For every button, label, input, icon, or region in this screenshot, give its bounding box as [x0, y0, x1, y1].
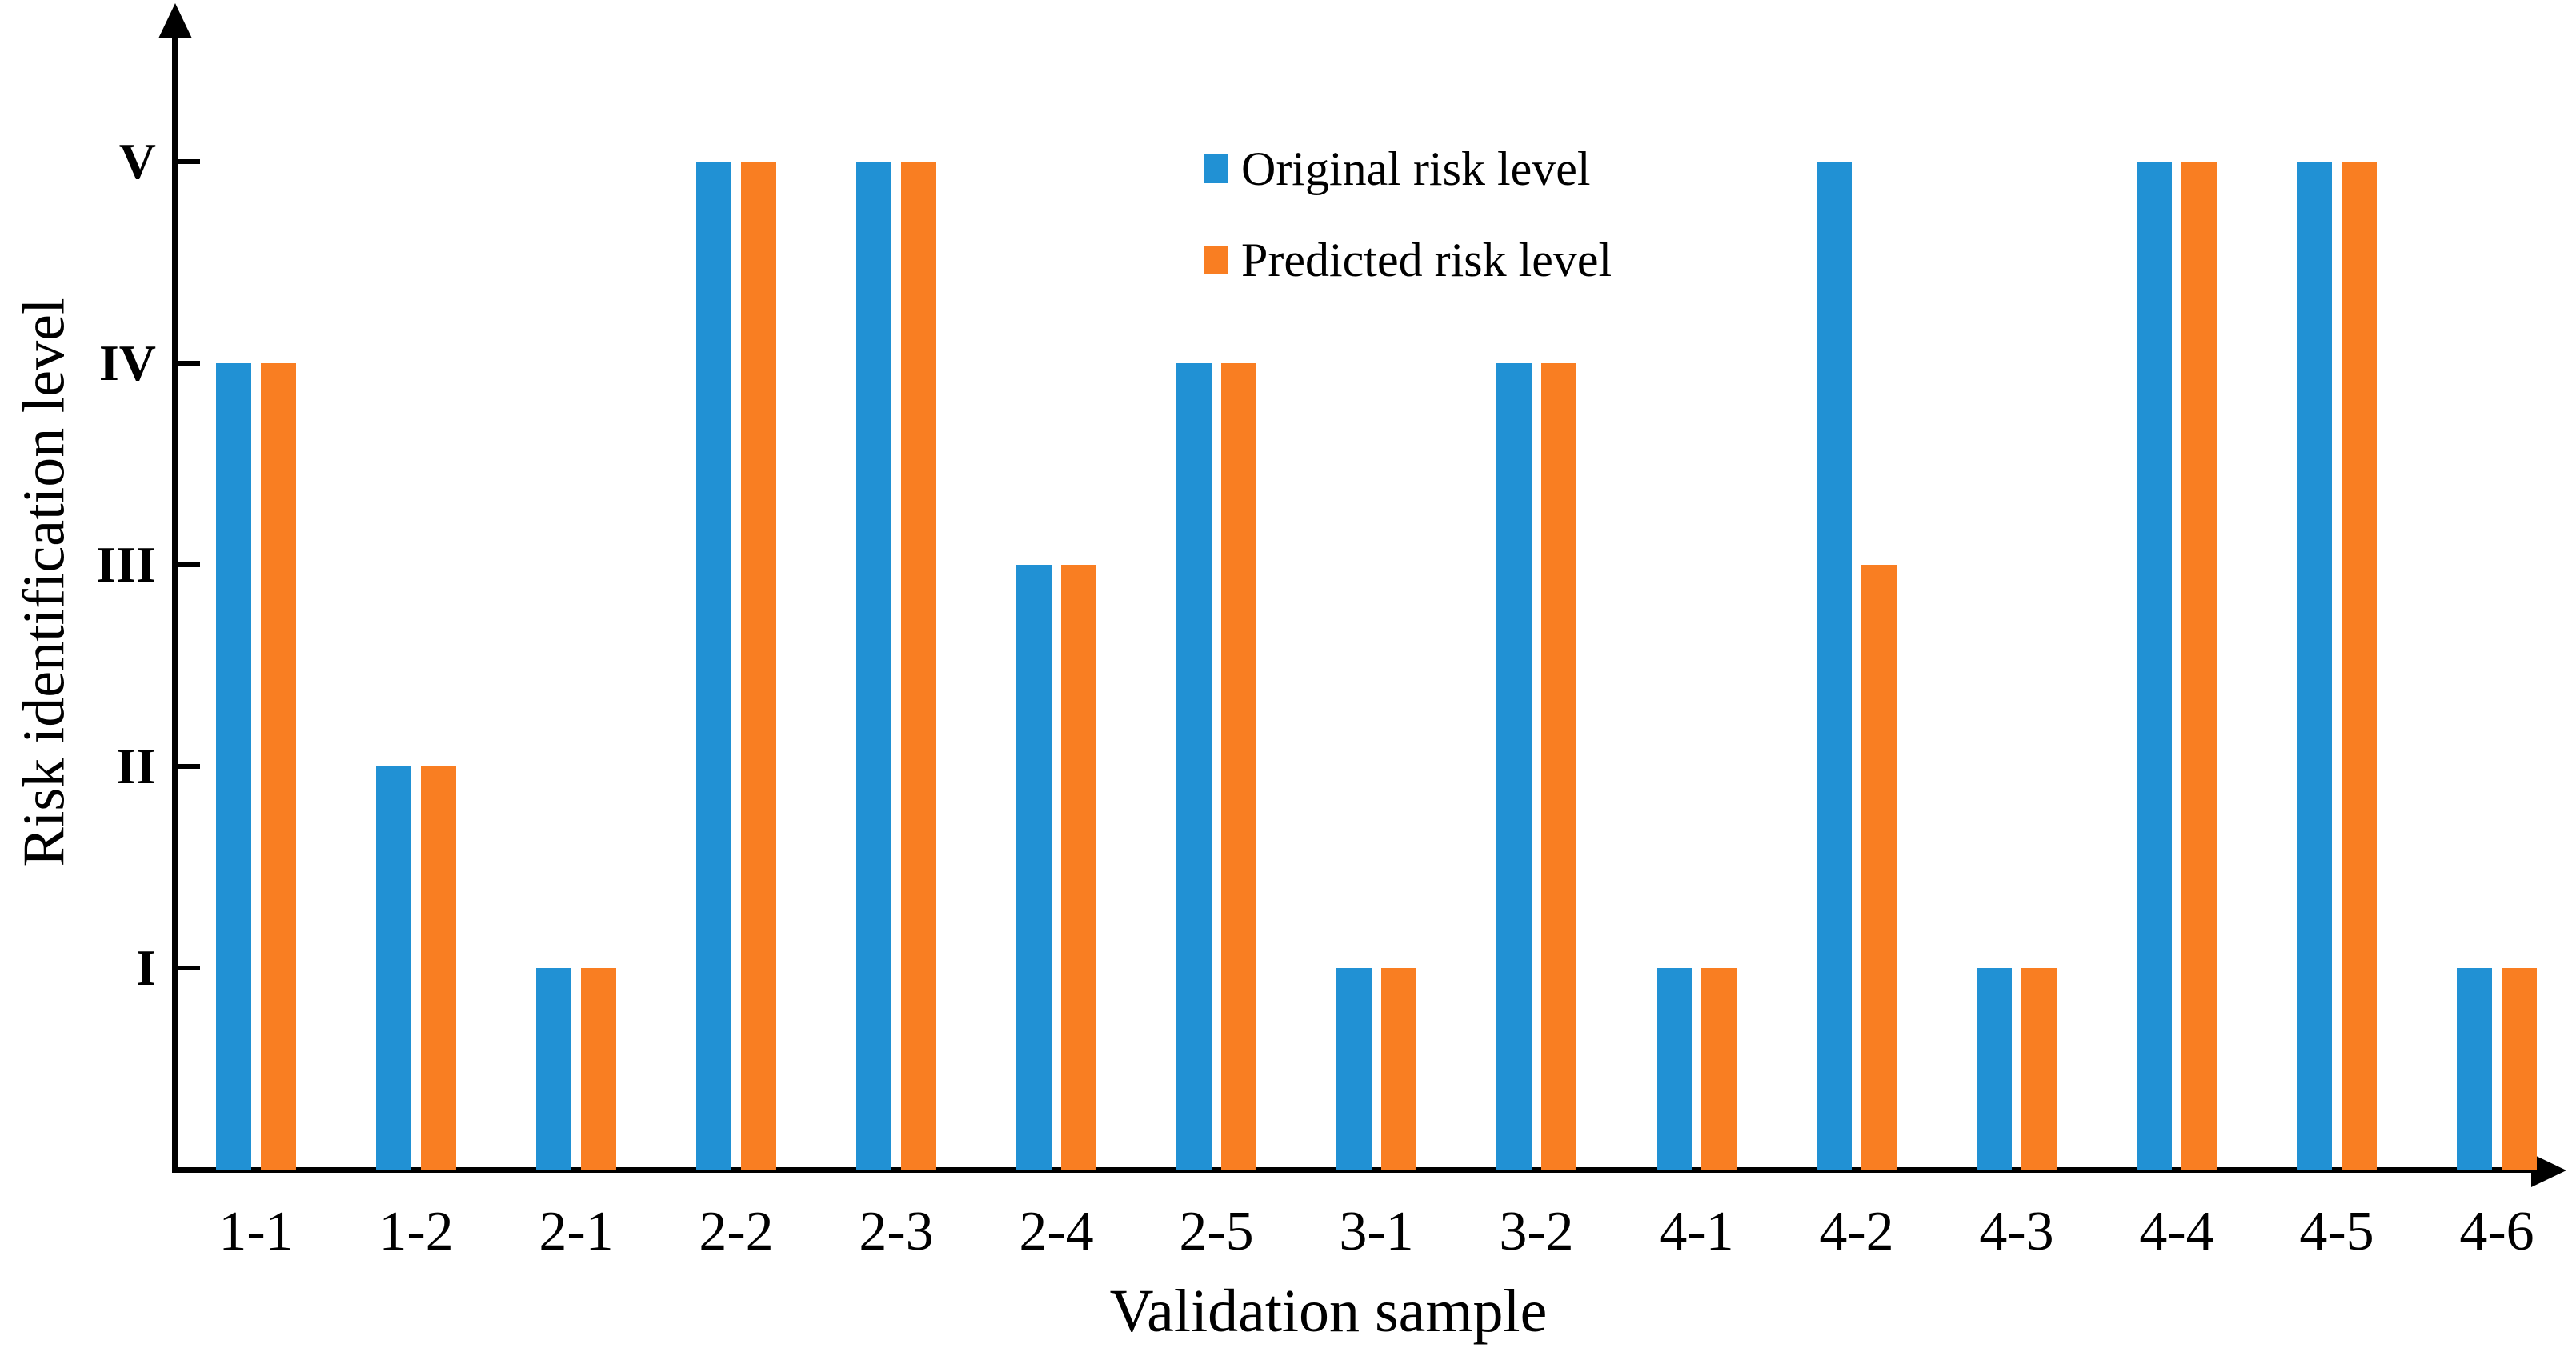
- x-axis-arrow-icon: [2531, 1154, 2566, 1187]
- predicted-bar-1-2: [421, 766, 456, 1170]
- predicted-bar-2-3: [901, 162, 936, 1170]
- y-tick-mark: [178, 764, 200, 769]
- original-bar-4-5: [2297, 162, 2332, 1170]
- predicted-bar-2-5: [1221, 363, 1256, 1170]
- x-axis-line: [172, 1167, 2541, 1173]
- predicted-bar-2-1: [581, 968, 616, 1170]
- x-tick-label: 3-2: [1499, 1201, 1574, 1262]
- x-tick-label: 4-2: [1819, 1201, 1894, 1262]
- legend-item: Predicted risk level: [1204, 234, 1612, 286]
- original-bar-4-3: [1977, 968, 2012, 1170]
- predicted-bar-4-6: [2502, 968, 2537, 1170]
- predicted-bar-3-2: [1541, 363, 1576, 1170]
- predicted-bar-2-4: [1061, 565, 1096, 1170]
- y-axis-line: [172, 22, 178, 1173]
- predicted-bar-4-5: [2342, 162, 2377, 1170]
- legend-item: Original risk level: [1204, 142, 1591, 195]
- y-tick-mark: [178, 966, 200, 970]
- original-bar-1-1: [216, 363, 251, 1170]
- y-tick-label: II: [116, 738, 156, 794]
- original-bar-2-5: [1176, 363, 1212, 1170]
- original-bar-2-1: [536, 968, 571, 1170]
- x-tick-label: 1-1: [218, 1201, 294, 1262]
- original-bar-4-1: [1657, 968, 1692, 1170]
- x-tick-label: 4-6: [2459, 1201, 2534, 1262]
- original-bar-1-2: [376, 766, 411, 1170]
- x-tick-label: 2-2: [699, 1201, 774, 1262]
- predicted-bar-4-2: [1861, 565, 1897, 1170]
- x-tick-label: 1-2: [379, 1201, 454, 1262]
- y-tick-label: III: [96, 536, 156, 593]
- x-tick-label: 2-4: [1019, 1201, 1094, 1262]
- original-bar-2-2: [696, 162, 731, 1170]
- y-tick-label: IV: [98, 334, 156, 391]
- y-tick-mark: [178, 361, 200, 366]
- x-tick-label: 4-4: [2139, 1201, 2214, 1262]
- original-bar-4-4: [2137, 162, 2172, 1170]
- original-bar-3-2: [1496, 363, 1532, 1170]
- original-bar-2-3: [856, 162, 891, 1170]
- y-tick-label: V: [118, 133, 156, 190]
- original-bar-3-1: [1336, 968, 1372, 1170]
- y-axis-title: Risk identification level: [11, 298, 78, 867]
- x-tick-label: 4-5: [2299, 1201, 2374, 1262]
- y-tick-mark: [178, 562, 200, 567]
- legend-swatch-icon: [1204, 246, 1228, 274]
- x-axis-title: Validation sample: [1109, 1278, 1548, 1345]
- predicted-bar-4-3: [2021, 968, 2057, 1170]
- legend-label: Predicted risk level: [1241, 234, 1613, 286]
- original-bar-4-2: [1817, 162, 1852, 1170]
- legend-swatch-icon: [1204, 154, 1228, 183]
- x-tick-label: 4-1: [1659, 1201, 1734, 1262]
- legend-label: Original risk level: [1241, 142, 1591, 195]
- predicted-bar-3-1: [1381, 968, 1416, 1170]
- y-tick-mark: [178, 159, 200, 164]
- x-tick-label: 2-3: [859, 1201, 934, 1262]
- original-bar-2-4: [1016, 565, 1052, 1170]
- x-tick-label: 2-5: [1179, 1201, 1254, 1262]
- y-axis-arrow-icon: [158, 3, 192, 38]
- predicted-bar-4-1: [1701, 968, 1737, 1170]
- y-tick-label: I: [136, 939, 156, 996]
- x-tick-label: 3-1: [1339, 1201, 1414, 1262]
- predicted-bar-2-2: [741, 162, 776, 1170]
- predicted-bar-1-1: [261, 363, 296, 1170]
- predicted-bar-4-4: [2181, 162, 2217, 1170]
- x-tick-label: 4-3: [1979, 1201, 2054, 1262]
- original-bar-4-6: [2457, 968, 2492, 1170]
- x-tick-label: 2-1: [539, 1201, 614, 1262]
